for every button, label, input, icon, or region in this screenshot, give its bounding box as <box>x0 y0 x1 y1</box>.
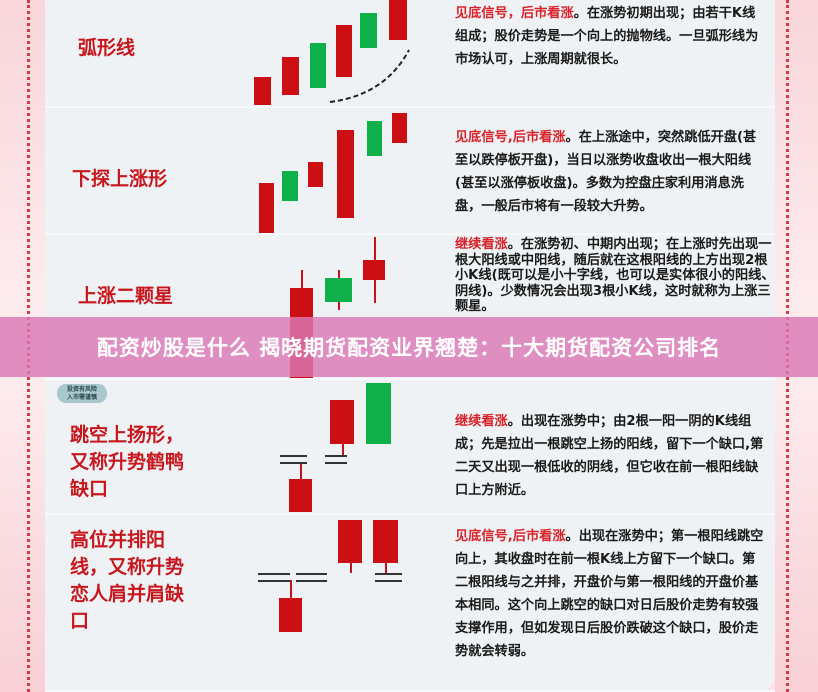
bullish-candle <box>363 260 385 280</box>
bullish-candle <box>308 162 323 187</box>
bearish-candle <box>367 121 382 156</box>
gap-line <box>296 573 327 575</box>
signal-highlight: 见底信号,后市看涨 <box>455 130 566 145</box>
gap-line <box>258 573 290 575</box>
gap-line <box>325 462 347 464</box>
title-banner: 配资炒股是什么 揭晓期货配资业界翘楚：十大期货配资公司排名 <box>0 317 818 377</box>
candle-wick <box>350 563 352 573</box>
risk-badge: 投资有风险 入市需谨慎 <box>57 384 107 403</box>
pattern-name: 高位并排阳线，又称升势恋人肩并肩缺口 <box>70 529 185 632</box>
bullish-candle <box>330 400 354 444</box>
signal-highlight: 见底信号，后市看涨 <box>455 6 574 21</box>
description-text: 。在涨势初期出现；由若干K线组成；股价走势是一个向上的抛物线。一旦弧形线为市场认… <box>455 6 759 67</box>
signal-highlight: 见底信号,后市看涨 <box>455 529 566 544</box>
gap-line <box>296 580 327 582</box>
pattern-description: 见底信号,后市看涨。出现在涨势中；第一根阳线跳空向上，其收盘时在前一根K线上方留… <box>455 525 765 663</box>
bullish-candle <box>279 598 302 632</box>
pattern-name: 下探上涨形 <box>72 168 168 190</box>
bearish-candle <box>360 13 377 48</box>
pattern-description: 继续看涨。出现在涨势中；由2根一阳一阴的K线组成；先是拉出一根跳空上扬的阳线，留… <box>455 410 765 502</box>
gap-line <box>258 580 290 582</box>
candle-wick <box>290 580 292 598</box>
bearish-candle <box>325 278 352 302</box>
bearish-candle <box>310 43 326 88</box>
pattern-description: 继续看涨。在涨势初、中期内出现；在上涨时先出现一根大阳线或中阳线，随后就在这根阳… <box>455 237 777 315</box>
description-text: 。出现在涨势中；由2根一阳一阴的K线组成；先是拉出一根跳空上扬的阳线，留下一个缺… <box>455 414 764 498</box>
bullish-candle <box>289 479 312 512</box>
bullish-candle <box>373 520 398 563</box>
signal-highlight: 继续看涨 <box>455 237 508 252</box>
bullish-candle <box>254 77 271 105</box>
candle-wick <box>385 563 387 573</box>
bearish-candle <box>282 171 298 201</box>
description-text: 。出现在涨势中；第一根阳线跳空向上，其收盘时在前一根K线上方留下一个缺口。第二根… <box>455 529 764 659</box>
pattern-row: 上涨二颗星 继续看涨。在涨势初、中期内出现；在上涨时先出现一根大阳线或中阳线，随后… <box>45 235 775 380</box>
bullish-candle <box>282 57 299 95</box>
bullish-candle <box>337 130 354 218</box>
pattern-description: 见底信号,后市看涨。在上涨途中，突然跳低开盘(甚至以跌停板开盘)，当日以涨势收盘… <box>455 126 765 218</box>
pattern-row: 下探上涨形 见底信号,后市看涨。在上涨途中，突然跳低开盘(甚至以跌停板开盘)，当日… <box>45 108 775 235</box>
bullish-candle <box>259 183 274 233</box>
pattern-description: 见底信号，后市看涨。在涨势初期出现；由若干K线组成；股价走势是一个向上的抛物线。… <box>455 2 765 71</box>
gap-line <box>375 580 402 582</box>
bullish-candle <box>336 25 352 77</box>
bearish-candle <box>366 383 391 444</box>
pattern-row: 弧形线 见底信号，后市看涨。在涨势初期出现；由若干K线组成；股价走势是一个向上的抛… <box>45 0 775 108</box>
gap-line <box>280 462 307 464</box>
pattern-name: 弧形线 <box>78 37 136 59</box>
description-text: 。在上涨途中，突然跳低开盘(甚至以跌停板开盘)，当日以涨势收盘收出一根大阳线(甚… <box>455 130 757 214</box>
gap-line <box>375 573 402 575</box>
pattern-row: 跳空上扬形，又称升势鹤鸭缺口 继续看涨。出现在涨势中；由2根一阳一阴的K线组成；先… <box>45 380 775 515</box>
pattern-name: 跳空上扬形，又称升势鹤鸭缺口 <box>70 424 185 500</box>
bullish-candle <box>338 520 362 563</box>
gap-line <box>280 455 307 457</box>
bullish-candle <box>392 113 407 143</box>
banner-title: 配资炒股是什么 揭晓期货配资业界翘楚：十大期货配资公司排名 <box>96 336 722 360</box>
signal-highlight: 继续看涨 <box>455 414 508 429</box>
pattern-name: 上涨二颗星 <box>78 285 174 307</box>
pattern-row: 高位并排阳线，又称升势恋人肩并肩缺口 见底信号,后市看涨。出现在涨势中；第一根阳线… <box>45 515 775 692</box>
candle-wick <box>301 270 303 290</box>
description-text: 。在涨势初、中期内出现；在上涨时先出现一根大阳线或中阳线，随后就在这根阳线的上方… <box>455 237 775 314</box>
candle-wick <box>300 462 302 479</box>
bullish-candle <box>389 0 407 40</box>
candle-wick <box>342 444 344 455</box>
gap-line <box>325 455 347 457</box>
